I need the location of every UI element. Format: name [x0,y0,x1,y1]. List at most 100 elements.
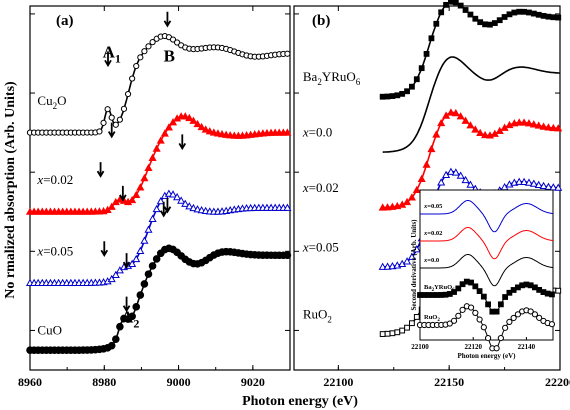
series-label: x=0.05 [36,243,73,258]
data-point [209,128,218,136]
data-point [549,123,558,132]
data-point [148,214,157,222]
inset-data-point [493,308,500,315]
data-point [530,10,537,17]
peak-arrow [163,197,172,214]
inset-series-label: x=0.0 [423,257,439,264]
data-point [433,20,440,27]
peak-arrow [178,134,187,151]
inset-data-point [536,314,543,321]
inset-data-point [506,318,513,326]
x-tick-label: 22200 [545,375,570,389]
data-point [466,121,475,129]
data-point [427,144,436,153]
data-point [116,116,123,123]
data-point [550,14,557,21]
data-point [160,129,169,137]
inset-x-label: Photon energy (eV) [458,352,517,360]
data-point [555,287,562,294]
data-point [383,203,392,211]
data-point [501,14,508,20]
data-point [100,119,107,126]
data-point [506,11,513,18]
data-point [116,322,124,331]
data-point [534,180,543,188]
inset-data-point [468,279,474,286]
data-point [169,36,177,43]
data-point [389,93,396,99]
data-point [193,119,202,128]
data-point [418,65,425,72]
data-point [144,225,153,233]
x-tick-label: 22100 [323,375,353,389]
data-point [526,9,532,16]
series-label: Cu2​O [37,93,66,111]
data-point [451,108,460,117]
data-point [201,125,210,133]
data-point [529,120,538,128]
data-point [481,130,490,139]
peak-arrow [159,201,168,218]
data-point [132,254,141,263]
data-point [379,331,386,337]
data-point [520,177,529,185]
inset-series-label: x=0.05 [423,203,443,210]
series-label: Ba2​YRuO6​ [303,69,361,87]
inset-series-x=0.05 [420,200,553,233]
peak-arrow [122,296,131,313]
series-label: RuO2​ [303,307,332,325]
x-axis-label: Photon energy (eV) [242,394,358,409]
data-point [128,195,137,204]
data-point [193,205,202,213]
x-tick-label: 9000 [167,375,191,389]
data-point [111,270,120,279]
data-point [173,192,182,201]
data-point [140,236,149,244]
inset-data-point [502,294,509,300]
peak-arrow [96,162,105,178]
inset-data-point [493,345,500,352]
data-point [520,118,529,126]
data-point [404,324,410,331]
data-point [185,113,194,122]
data-point [384,330,391,337]
inset-data-point [450,317,458,324]
peak-arrow [119,185,127,202]
panel-label: (a) [56,13,74,29]
data-point [112,121,119,128]
data-point [399,327,406,334]
data-point [428,35,435,42]
data-point [283,251,292,260]
data-point [107,274,116,283]
data-point [394,92,401,99]
inset-data-point [451,289,457,295]
data-point [457,2,464,9]
inset-data-point [510,314,517,322]
inset-frame [419,189,554,341]
data-point [555,14,562,21]
x-tick-label: 9020 [241,375,265,389]
series-label: x=0.05 [302,239,339,254]
data-point [545,13,552,20]
series-line-CuO [30,247,290,351]
data-point [181,199,190,207]
data-point [136,246,145,254]
data-point [462,7,469,13]
data-point [515,118,524,126]
data-point [452,0,459,6]
data-point [409,320,415,327]
data-point [540,12,547,19]
data-point [152,255,161,263]
data-point [379,93,386,100]
data-point [107,202,116,210]
plot-frame [29,5,291,371]
peak-arrow [104,51,112,68]
data-point [107,341,116,350]
data-point [443,1,449,8]
data-point [378,203,387,211]
inset-series-label: Ba2​YRuO6​ [424,284,455,293]
data-point [467,11,474,18]
data-point [168,190,178,198]
data-point [544,182,553,190]
inset-data-point [455,285,462,292]
